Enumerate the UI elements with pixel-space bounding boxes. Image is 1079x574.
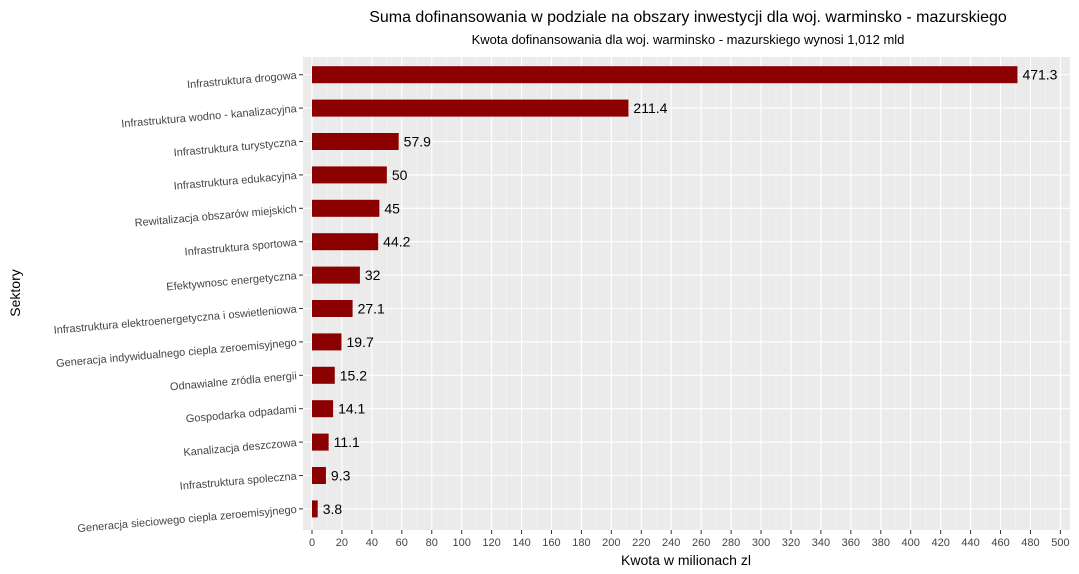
y-axis-ticks: Infrastruktura drogowa Infrastruktura wod… xyxy=(53,70,303,535)
data-label: 9.3 xyxy=(331,468,351,484)
x-tick-label: 200 xyxy=(602,537,620,549)
y-tick-label: Gospodarka odpadami xyxy=(185,404,297,426)
chart-title: Suma dofinansowania w podziale na obszar… xyxy=(369,9,1007,26)
bar xyxy=(312,333,342,351)
x-tick-label: 420 xyxy=(931,537,949,549)
y-tick-label: Infrastruktura spoleczna xyxy=(179,470,298,492)
y-tick-label: Infrastruktura wodno - kanalizacyjna xyxy=(121,103,298,130)
x-tick-label: 360 xyxy=(842,537,860,549)
bar xyxy=(312,366,335,384)
x-tick-label: 0 xyxy=(309,537,315,549)
bar xyxy=(312,133,399,150)
bar xyxy=(312,66,1018,84)
y-tick-label: Generacja sieciowego ciepla zeroemisyjne… xyxy=(77,504,297,535)
bar xyxy=(312,433,329,451)
data-label: 471.3 xyxy=(1022,67,1057,83)
bar xyxy=(312,99,629,117)
x-axis-title: Kwota w milionach zl xyxy=(621,552,751,568)
x-tick-label: 60 xyxy=(396,537,408,549)
y-tick-label: Rewitalizacja obszarów miejskich xyxy=(134,203,297,229)
x-tick-label: 460 xyxy=(991,537,1009,549)
bar xyxy=(312,300,353,317)
bars xyxy=(312,66,1018,518)
data-label: 32 xyxy=(365,267,381,283)
x-axis-ticks: 0 20 40 60 80 100 120 140 160 180 200 220 240 260 280 3… xyxy=(309,530,1070,549)
y-tick-label: Odnawialne zródla energii xyxy=(170,370,298,393)
data-label: 45 xyxy=(384,200,400,216)
data-label: 57.9 xyxy=(404,134,431,150)
x-tick-label: 160 xyxy=(542,537,560,549)
x-tick-label: 340 xyxy=(812,537,830,549)
y-tick-label: Infrastruktura edukacyjna xyxy=(173,170,298,193)
y-axis-title: Sektory xyxy=(7,269,23,316)
x-tick-label: 400 xyxy=(902,537,920,549)
data-label: 211.4 xyxy=(633,100,667,116)
y-tick-label: Infrastruktura turystyczna xyxy=(173,136,298,159)
x-tick-label: 480 xyxy=(1021,537,1039,549)
bar xyxy=(312,199,380,217)
x-tick-label: 220 xyxy=(632,537,650,549)
bar xyxy=(312,467,326,484)
x-tick-label: 180 xyxy=(572,537,590,549)
x-tick-label: 300 xyxy=(752,537,770,549)
data-labels: 471.3 211.4 57.9 50 45 44.2 32 27.1 19.7 15.2 14.1… xyxy=(323,67,1058,517)
data-label: 50 xyxy=(392,167,408,183)
bar xyxy=(312,233,379,251)
bar xyxy=(312,266,360,284)
x-tick-label: 380 xyxy=(872,537,890,549)
data-label: 14.1 xyxy=(338,401,365,417)
y-tick-label: Kanalizacja deszczowa xyxy=(183,437,298,459)
data-label: 15.2 xyxy=(340,367,367,383)
x-tick-label: 20 xyxy=(336,537,348,549)
x-tick-label: 240 xyxy=(662,537,680,549)
x-tick-label: 40 xyxy=(366,537,378,549)
y-tick-label: Efektywnosc energetyczna xyxy=(166,270,298,293)
data-label: 3.8 xyxy=(323,501,343,517)
x-tick-label: 140 xyxy=(512,537,530,549)
x-tick-label: 320 xyxy=(782,537,800,549)
y-tick-label: Infrastruktura sportowa xyxy=(184,237,298,259)
data-label: 19.7 xyxy=(346,334,373,350)
x-tick-label: 280 xyxy=(722,537,740,549)
x-tick-label: 260 xyxy=(692,537,710,549)
bar xyxy=(312,166,387,184)
x-tick-label: 100 xyxy=(453,537,471,549)
chart-subtitle: Kwota dofinansowania dla woj. warminsko … xyxy=(472,32,905,47)
y-tick-label: Generacja indywidualnego ciepla zeroemis… xyxy=(56,337,298,370)
x-tick-label: 120 xyxy=(482,537,500,549)
data-label: 27.1 xyxy=(358,301,385,317)
x-tick-label: 500 xyxy=(1051,537,1069,549)
bar xyxy=(312,400,334,418)
bar xyxy=(312,500,318,518)
y-tick-label: Infrastruktura elektroenergetyczna i osw… xyxy=(53,303,298,336)
data-label: 11.1 xyxy=(334,434,360,450)
y-tick-label: Infrastruktura drogowa xyxy=(187,70,299,92)
data-label: 44.2 xyxy=(383,234,410,250)
x-tick-label: 440 xyxy=(961,537,979,549)
x-tick-label: 80 xyxy=(426,537,438,549)
